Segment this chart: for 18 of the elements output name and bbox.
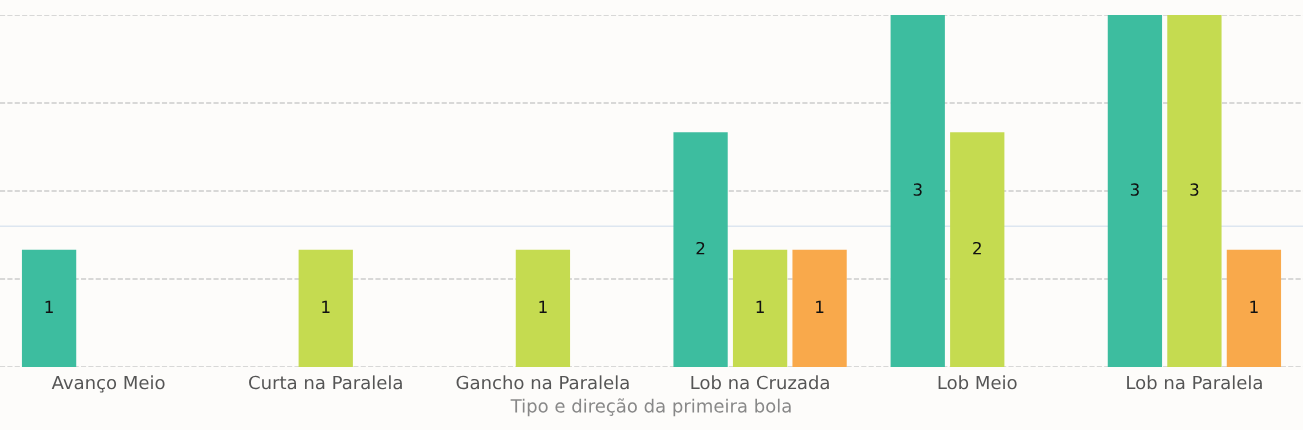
x-tick-label: Gancho na Paralela — [456, 375, 629, 390]
data-label: 1 — [539, 300, 547, 313]
x-tick-label: Lob Meio — [938, 375, 1017, 390]
data-label: 1 — [45, 300, 53, 313]
x-tick-label: Lob na Paralela — [1127, 375, 1262, 390]
x-tick-label: Lob na Cruzada — [691, 375, 829, 390]
x-tick-label: Curta na Paralela — [249, 375, 402, 390]
data-label: 3 — [913, 183, 922, 196]
x-axis-title: Tipo e direção da primeira bola — [510, 398, 791, 417]
data-label: 2 — [973, 241, 981, 255]
data-label: 3 — [1130, 183, 1139, 196]
data-label: 1 — [1250, 300, 1258, 313]
x-tick-label: Avanço Meio — [51, 375, 165, 393]
data-label: 1 — [322, 300, 330, 313]
data-label: 2 — [696, 241, 705, 255]
data-label: 1 — [756, 300, 764, 313]
data-label: 1 — [816, 300, 824, 313]
data-label: 3 — [1190, 183, 1199, 196]
